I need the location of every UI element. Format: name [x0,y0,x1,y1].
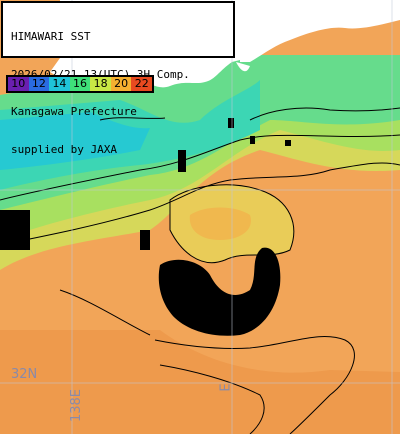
map-title-box: HIMAWARI SST 2026/02/21 13(UTC) 3H Comp.… [1,1,235,155]
temperature-legend: 10 12 14 16 18 20 22 [6,75,154,93]
legend-18: 18 [90,77,111,91]
title-line-1: HIMAWARI SST [11,30,91,43]
title-line-4: supplied by JAXA [11,142,117,156]
latitude-label: 32N [11,367,38,382]
title-line-3: Kanagawa Prefecture [11,105,137,118]
longitude-label-partial: E [218,383,234,392]
legend-12: 12 [28,77,50,91]
legend-20: 20 [110,77,132,91]
legend-10: 10 [8,77,29,91]
legend-22: 22 [131,77,153,91]
legend-14: 14 [49,77,70,91]
legend-16: 16 [69,77,91,91]
longitude-label: 138E [69,388,85,423]
